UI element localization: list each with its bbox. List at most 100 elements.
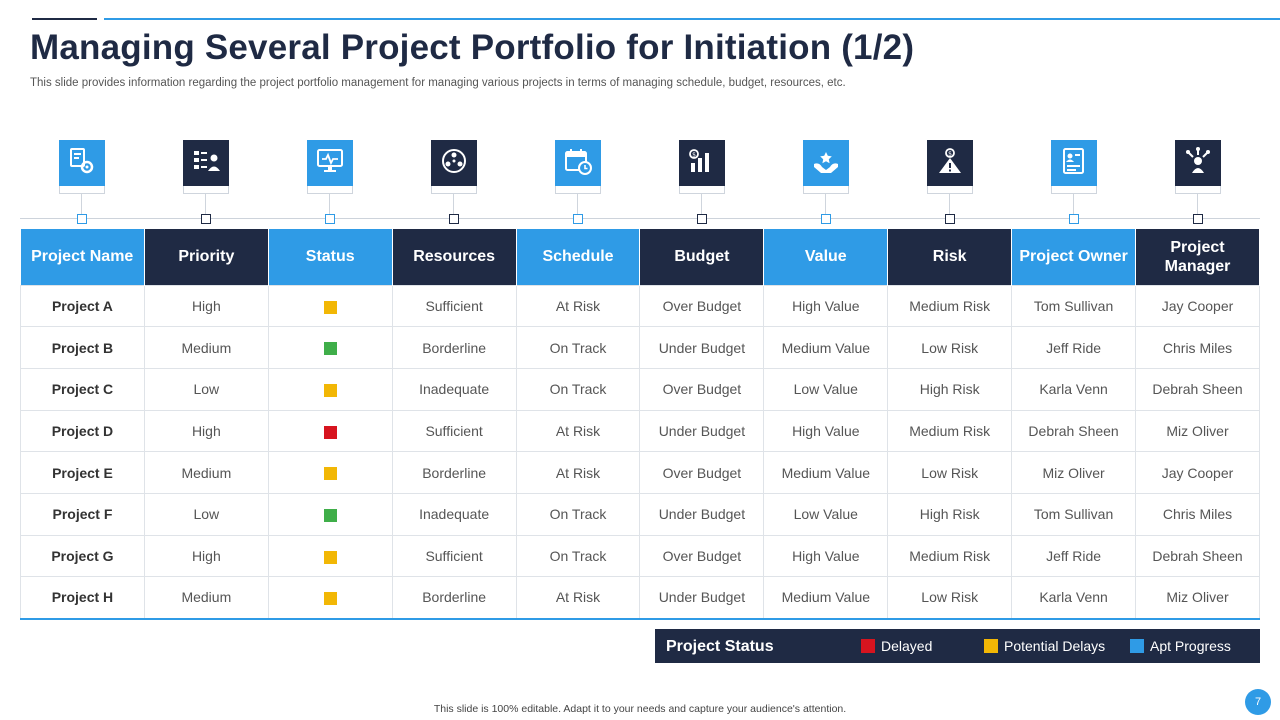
icon-stem: [1197, 194, 1198, 214]
value-cell: Medium Value: [763, 451, 889, 494]
column-header: Risk: [887, 229, 1013, 285]
owner-document-icon: [1059, 146, 1089, 181]
risk-cell: High Risk: [887, 367, 1013, 411]
potential-delays-swatch: [984, 639, 998, 653]
resources-cell: Borderline: [391, 576, 517, 620]
icon-cell: [144, 140, 268, 230]
risk-cell: High Risk: [887, 492, 1013, 536]
risk-cell: Low Risk: [887, 326, 1013, 369]
manager-cell: Chris Miles: [1135, 326, 1260, 369]
project-name-cell: Project G: [20, 534, 145, 578]
budget-cell: Under Budget: [639, 409, 765, 453]
legend-title: Project Status: [666, 638, 774, 655]
resources-cycle-icon: [439, 146, 469, 181]
resources-cell: Sufficient: [391, 409, 517, 453]
icon-box: [803, 140, 849, 186]
icon-cell: [516, 140, 640, 230]
table-row: Project F Low Inadequate On Track Under Budg…: [20, 492, 1260, 536]
priority-cell: Medium: [143, 576, 269, 620]
table-row: Project C Low Inadequate On Track Over Budge…: [20, 367, 1260, 411]
owner-cell: Tom Sullivan: [1011, 284, 1137, 328]
icon-stem: [453, 194, 454, 214]
manager-cell: Jay Cooper: [1135, 451, 1260, 494]
priority-cell: Medium: [143, 451, 269, 494]
icon-node: [945, 214, 955, 224]
manager-cell: Debrah Sheen: [1135, 367, 1260, 411]
value-cell: Medium Value: [763, 326, 889, 369]
project-name-cell: Project A: [20, 284, 145, 328]
icon-tab: [1175, 186, 1221, 194]
value-cell: Medium Value: [763, 576, 889, 620]
project-name-cell: Project H: [20, 576, 145, 620]
icon-cell: $: [888, 140, 1012, 230]
schedule-cell: On Track: [515, 367, 641, 411]
status-cell: [267, 284, 393, 328]
column-header: Project Owner: [1011, 229, 1137, 285]
schedule-cell: At Risk: [515, 409, 641, 453]
column-header: Value: [763, 229, 889, 285]
icon-tab: [803, 186, 849, 194]
legend-item-delayed: Delayed: [861, 638, 932, 654]
icon-cell: [268, 140, 392, 230]
owner-cell: Karla Venn: [1011, 576, 1137, 620]
project-name-cell: Project F: [20, 492, 145, 536]
column-header: Budget: [639, 229, 765, 285]
status-cell: [267, 534, 393, 578]
icon-box: $: [679, 140, 725, 186]
icon-cell: [20, 140, 144, 230]
icon-node: [821, 214, 831, 224]
value-cell: Low Value: [763, 367, 889, 411]
priority-cell: Medium: [143, 326, 269, 369]
svg-text:$: $: [948, 150, 952, 157]
table-row: Project G High Sufficient On Track Over Budg…: [20, 534, 1260, 578]
priority-cell: Low: [143, 367, 269, 411]
priority-cell: High: [143, 409, 269, 453]
resources-cell: Sufficient: [391, 534, 517, 578]
manager-cell: Chris Miles: [1135, 492, 1260, 536]
risk-coin-icon: $: [935, 146, 965, 181]
icon-cell: [392, 140, 516, 230]
status-indicator: [323, 550, 337, 564]
icon-node: [697, 214, 707, 224]
budget-cell: Over Budget: [639, 284, 765, 328]
page-title: Managing Several Project Portfolio for I…: [30, 28, 915, 67]
manager-cell: Jay Cooper: [1135, 284, 1260, 328]
icon-stem: [205, 194, 206, 214]
schedule-cell: At Risk: [515, 284, 641, 328]
status-cell: [267, 451, 393, 494]
owner-cell: Debrah Sheen: [1011, 409, 1137, 453]
icon-box: [183, 140, 229, 186]
icon-stem: [825, 194, 826, 214]
manager-cell: Miz Oliver: [1135, 409, 1260, 453]
icon-box: [1175, 140, 1221, 186]
owner-cell: Jeff Ride: [1011, 326, 1137, 369]
icon-tab: [1051, 186, 1097, 194]
status-indicator: [323, 509, 337, 523]
value-cell: High Value: [763, 284, 889, 328]
resources-cell: Inadequate: [391, 367, 517, 411]
status-cell: [267, 492, 393, 536]
project-name-cell: Project D: [20, 409, 145, 453]
document-gear-icon: [67, 146, 97, 181]
column-header: Project Manager: [1135, 229, 1260, 285]
resources-cell: Borderline: [391, 451, 517, 494]
table-row: Project H Medium Borderline At Risk Under Bu…: [20, 576, 1260, 620]
table-row: Project A High Sufficient At Risk Over Budge…: [20, 284, 1260, 328]
legend-item-potential-delays: Potential Delays: [984, 638, 1105, 654]
icon-box: $: [927, 140, 973, 186]
accent-line-blue: [104, 18, 1280, 20]
value-cell: High Value: [763, 534, 889, 578]
budget-cell: Over Budget: [639, 451, 765, 494]
budget-cell: Under Budget: [639, 576, 765, 620]
resources-cell: Sufficient: [391, 284, 517, 328]
icon-tab: [59, 186, 105, 194]
priority-cell: Low: [143, 492, 269, 536]
table-row: Project E Medium Borderline At Risk Over Bud…: [20, 451, 1260, 494]
owner-cell: Karla Venn: [1011, 367, 1137, 411]
schedule-cell: On Track: [515, 492, 641, 536]
status-indicator: [323, 342, 337, 356]
icon-cell: [1136, 140, 1260, 230]
schedule-cell: At Risk: [515, 451, 641, 494]
budget-cell: Under Budget: [639, 492, 765, 536]
accent-line-dark: [32, 18, 97, 20]
